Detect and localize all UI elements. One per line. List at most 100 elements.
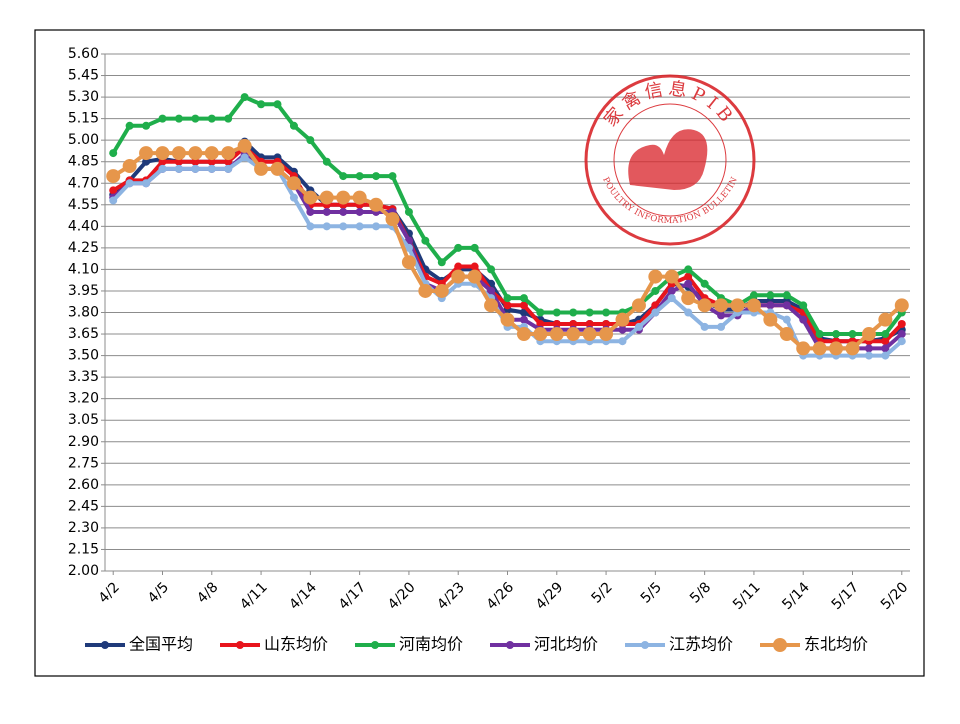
y-tick-label: 3.80 [68,305,99,321]
marker [306,222,315,231]
marker [270,161,285,176]
marker [155,146,170,161]
marker [766,301,775,310]
marker [651,286,660,295]
marker [369,197,384,212]
marker [697,298,712,313]
marker [864,351,873,360]
marker [319,190,334,205]
marker [845,341,860,356]
y-tick-label: 5.15 [68,111,99,127]
y-tick-label: 4.10 [68,261,99,277]
legend-label: 江苏均价 [669,635,733,654]
marker [142,121,151,130]
legend-marker [371,641,379,649]
marker [602,308,611,317]
marker [240,93,249,102]
marker [322,207,331,216]
marker [355,207,364,216]
marker [681,291,696,306]
y-tick-label: 2.75 [68,455,99,471]
marker [552,319,561,328]
marker [782,315,791,324]
marker [336,190,351,205]
marker [171,146,186,161]
marker [174,164,183,173]
y-tick-label: 2.90 [68,434,99,450]
y-tick-label: 2.30 [68,520,99,536]
y-tick-label: 4.40 [68,218,99,234]
marker [878,312,893,327]
marker [204,146,219,161]
marker [582,327,597,342]
marker [418,283,433,298]
marker [388,172,397,181]
marker [191,114,200,123]
marker [730,298,745,313]
marker [372,222,381,231]
y-tick-label: 5.60 [68,46,99,62]
marker [240,153,249,162]
marker [207,114,216,123]
marker [897,337,906,346]
marker [286,176,301,191]
marker [106,169,121,184]
marker [782,291,791,300]
marker [832,330,841,339]
marker [322,157,331,166]
marker [306,207,315,216]
marker [451,269,466,284]
marker [109,196,118,205]
y-tick-label: 5.30 [68,89,99,105]
marker [221,146,236,161]
marker [684,279,693,288]
stamp-inner [613,103,727,217]
marker [484,298,499,313]
y-tick-label: 2.15 [68,541,99,557]
marker [599,327,614,342]
marker [188,146,203,161]
marker [125,121,134,130]
marker [224,164,233,173]
marker [766,291,775,300]
marker [470,262,479,271]
marker [191,164,200,173]
marker [454,262,463,271]
marker [894,298,909,313]
marker [503,301,512,310]
y-tick-label: 3.05 [68,412,99,428]
marker [158,114,167,123]
marker [519,315,528,324]
marker [158,164,167,173]
marker [566,327,581,342]
marker [861,327,876,342]
marker [536,308,545,317]
marker [549,327,564,342]
marker [257,100,266,109]
marker [355,222,364,231]
legend-label: 山东均价 [264,635,328,654]
marker [897,319,906,328]
rooster [628,129,708,190]
marker [404,243,413,252]
marker [667,294,676,303]
marker [273,100,282,109]
marker [717,322,726,331]
marker [487,265,496,274]
legend-marker [773,638,787,652]
marker [782,301,791,310]
marker [714,298,729,313]
legend-label: 河北均价 [534,635,598,654]
marker [109,186,118,195]
marker [421,236,430,245]
y-tick-label: 3.20 [68,391,99,407]
marker [815,330,824,339]
marker [585,319,594,328]
marker [881,330,890,339]
marker [339,222,348,231]
y-tick-label: 4.70 [68,175,99,191]
marker [122,159,137,174]
legend-marker [101,641,109,649]
marker [339,172,348,181]
